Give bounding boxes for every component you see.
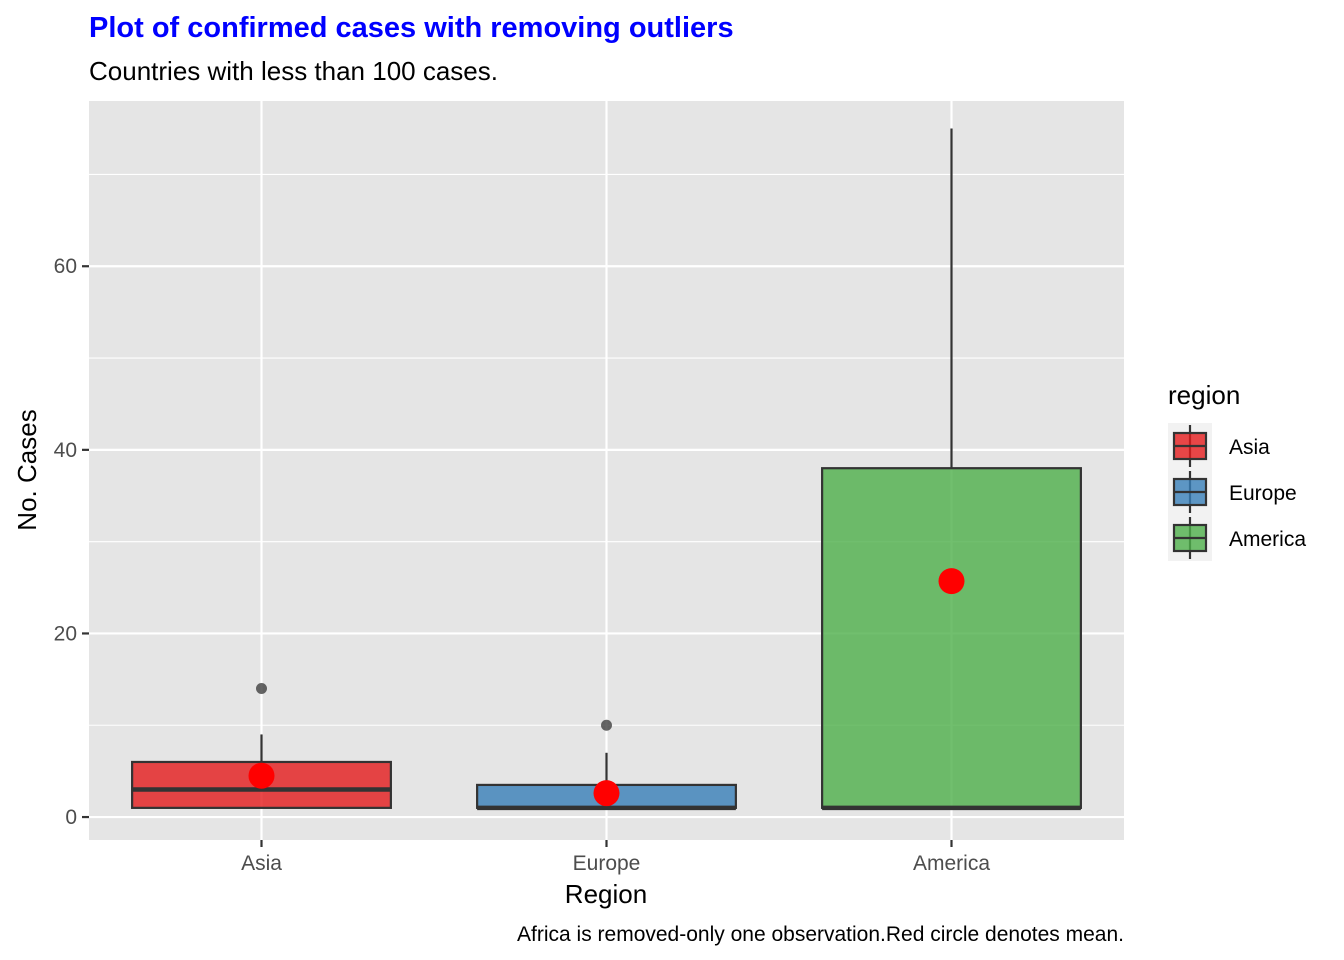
legend-item-europe: Europe [1172,471,1297,513]
y-axis: 0 20 40 60 [54,255,89,829]
chart-caption: Africa is removed-only one observation.R… [517,923,1124,946]
legend: region Asia Europe America [1168,380,1306,561]
box-europe [476,719,737,811]
legend-label: Europe [1229,482,1297,505]
mean-marker [248,762,275,789]
legend-title: region [1168,380,1240,410]
x-axis-title: Region [565,879,647,909]
box-america [821,128,1082,811]
y-tick-label: 0 [65,806,77,829]
box-asia [131,683,392,809]
legend-label: America [1229,528,1306,551]
legend-item-asia: Asia [1172,425,1270,467]
outlier-point [256,683,267,695]
chart-title: Plot of confirmed cases with removing ou… [89,12,734,44]
mean-marker [593,780,620,807]
legend-label: Asia [1229,436,1270,459]
box-iqr [821,467,1082,809]
x-tick-label: Europe [573,852,641,875]
x-tick-label: Asia [241,852,282,875]
y-tick-label: 40 [54,439,77,462]
boxplot-series [131,128,1082,811]
chart-subtitle: Countries with less than 100 cases. [89,56,498,86]
mean-marker [938,568,965,595]
y-tick-label: 60 [54,255,77,278]
x-axis: Asia Europe America [241,840,990,875]
x-tick-label: America [913,852,990,875]
outlier-point [601,719,612,731]
legend-item-america: America [1172,517,1306,559]
y-axis-title: No. Cases [12,409,42,530]
y-tick-label: 20 [54,622,77,645]
